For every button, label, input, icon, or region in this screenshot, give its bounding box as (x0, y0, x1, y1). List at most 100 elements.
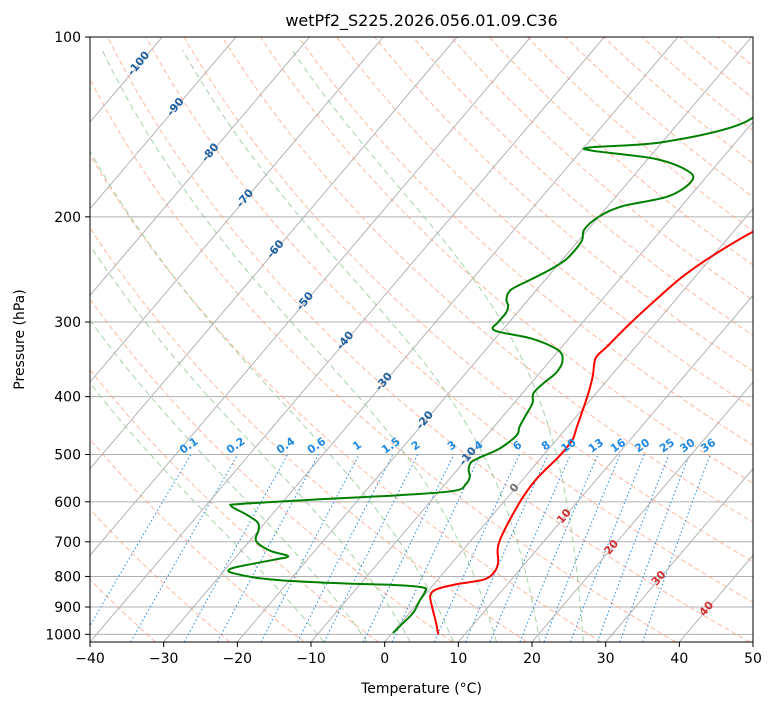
x-tick-label: 30 (597, 651, 615, 667)
y-tick-label: 900 (54, 600, 81, 616)
mixing-ratio-label: 20 (632, 436, 652, 456)
dry-adiabat-line (297, 37, 753, 446)
dry-adiabat-line (183, 37, 753, 563)
dry-adiabat-line (488, 37, 753, 266)
x-tick-label: 20 (523, 651, 541, 667)
isotherms (90, 37, 753, 642)
isotherm-line (752, 641, 753, 642)
y-tick-label: 300 (54, 315, 81, 331)
mixing-ratio-label: 2 (409, 438, 423, 453)
mixing-ratio-label: 1.5 (379, 435, 402, 457)
mixing-ratio-line (596, 454, 670, 642)
isotherm-line (90, 37, 384, 383)
plot-frame (89, 36, 754, 643)
mixing-ratio-line (362, 454, 455, 642)
moist-adiabat-line (101, 49, 498, 642)
mixing-ratio-line (543, 454, 621, 642)
dry-adiabat-line (450, 37, 753, 301)
mixing-ratio-line (489, 454, 572, 642)
dry-adiabat-line (90, 438, 305, 642)
isotherm-line (90, 37, 458, 470)
mixing-ratio-line (569, 454, 645, 642)
x-tick-label: −10 (296, 651, 326, 667)
dry-adiabat-line (90, 153, 602, 642)
dry-adiabat-line (90, 227, 528, 642)
mixing-ratio-label: 16 (608, 436, 628, 456)
isotherm-line (605, 467, 753, 642)
x-tick-label: 10 (449, 651, 467, 667)
isotherm-line (90, 37, 237, 210)
moist-adiabat-line (90, 150, 454, 642)
y-tick-label: 400 (54, 390, 81, 406)
dry-adiabat-line (336, 37, 753, 409)
mixing-ratio-label: 25 (657, 436, 677, 455)
dry-adiabat-line (107, 37, 751, 642)
x-axis-label: Temperature (°C) (360, 681, 482, 697)
y-tick-label: 800 (54, 569, 81, 585)
dry-adiabat-line (145, 37, 753, 603)
mixing-ratio-line (183, 454, 289, 642)
x-axis: −40 −30 −20 −10 0 10 20 30 40 50 (75, 642, 762, 667)
isotherm-line (90, 37, 531, 557)
moist-adiabat-line (291, 49, 584, 642)
y-axis: 100 200 300 400 500 600 700 800 900 1000 (45, 30, 90, 643)
x-tick-label: −20 (223, 651, 253, 667)
dry-adiabat-line (90, 508, 231, 642)
isotherm-line (163, 37, 679, 642)
mixing-ratio-label: 13 (586, 436, 606, 455)
mixing-ratio-line (391, 454, 481, 642)
x-tick-label: 50 (744, 651, 762, 667)
mixing-ratio-line (464, 454, 549, 642)
pressure-gridlines (90, 37, 753, 635)
mixing-ratio-label: 8 (539, 438, 553, 453)
mixing-ratio-line (90, 454, 192, 627)
profile-lines (227, 116, 753, 635)
isotherm-line (457, 294, 753, 642)
dry-adiabat-line (679, 37, 753, 99)
mixing-ratio-label: 6 (511, 438, 525, 453)
dry-adiabat-line (526, 37, 753, 232)
mixing-ratio-label: 1 (350, 438, 364, 453)
dry-adiabat-line (717, 37, 753, 67)
moist-adiabat-line (182, 49, 541, 642)
line-labels: 0.1 0.2 0.4 0.6 1 1.5 2 3 4 6 8 10 13 16 20 25 30 36-100-… (125, 48, 719, 618)
x-tick-label: −30 (149, 651, 179, 667)
moist-adiabats (90, 49, 584, 642)
y-tick-label: 500 (54, 448, 81, 464)
dry-adiabat-line (374, 37, 753, 372)
mixing-ratio-label: 0.2 (224, 435, 247, 457)
isotherm-line (310, 121, 753, 642)
dry-adiabat-line (90, 78, 676, 642)
mixing-ratio-label: 3 (445, 438, 459, 453)
temperature-profile-line (429, 230, 753, 635)
plot-area (0, 24, 753, 642)
mixing-ratio-label: 0.6 (305, 435, 329, 457)
dry-adiabat-line (564, 37, 753, 198)
y-tick-label: 700 (54, 535, 81, 551)
mixing-ratio-line (216, 454, 320, 642)
mixing-ratio-line (130, 454, 239, 642)
y-axis-label: Pressure (hPa) (12, 289, 28, 389)
mixing-ratio-line (323, 454, 419, 642)
dry-adiabats (0, 24, 753, 642)
dry-adiabat-line (0, 24, 7, 642)
isotherm-line (90, 37, 605, 642)
mixing-ratio-lines (90, 454, 711, 642)
isotherm-line (384, 207, 753, 642)
mixing-ratio-label: 0.4 (274, 435, 298, 457)
mixing-ratio-label: 0.1 (177, 435, 200, 457)
chart-title: wetPf2_S225.2026.056.01.09.C36 (285, 11, 557, 31)
moist-adiabat-line (90, 244, 411, 642)
mixing-ratio-label: 36 (698, 436, 718, 456)
mixing-ratio-label: 30 (678, 436, 698, 456)
isotherm-line (90, 37, 310, 297)
moist-adiabat-line (90, 319, 368, 642)
x-tick-label: 0 (380, 651, 389, 667)
x-tick-label: 40 (670, 651, 688, 667)
dry-adiabat-line (221, 37, 753, 523)
dry-adiabat-line (412, 37, 753, 336)
dewpoint-profile-line (227, 116, 753, 634)
mixing-ratio-line (619, 454, 690, 642)
isotherm-line (531, 381, 753, 642)
